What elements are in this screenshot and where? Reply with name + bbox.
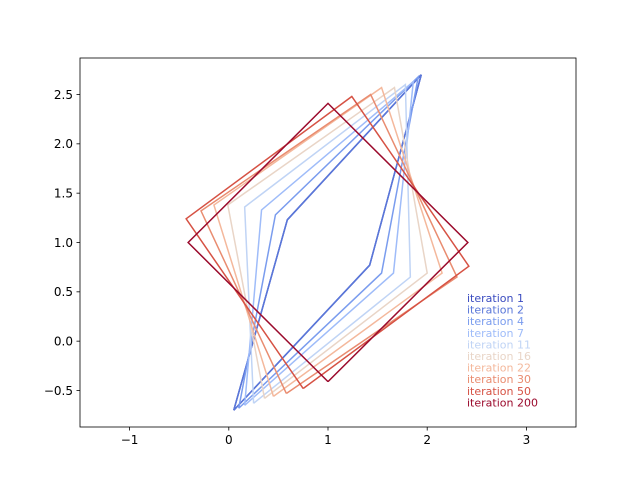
legend-entry: iteration 30 <box>467 373 531 386</box>
x-tick-label: 0 <box>225 433 233 447</box>
x-tick-label: 3 <box>523 433 531 447</box>
series-layer <box>185 74 470 411</box>
legend-entry: iteration 4 <box>467 315 524 328</box>
series-line-iteration-30 <box>200 93 458 395</box>
x-tick-label: −1 <box>121 433 139 447</box>
series-line-iteration-16 <box>226 86 429 399</box>
y-tick-label: 2.5 <box>54 88 73 102</box>
y-tick-label: 0.0 <box>54 334 73 348</box>
y-tick-label: 0.5 <box>54 285 73 299</box>
legend-entry: iteration 11 <box>467 338 531 351</box>
series-line-iteration-200 <box>187 102 469 383</box>
y-tick-label: 1.5 <box>54 186 73 200</box>
legend-entry: iteration 50 <box>467 385 531 398</box>
series-line-iteration-7 <box>243 79 415 406</box>
legend-entry: iteration 22 <box>467 362 531 375</box>
legend-entry: iteration 1 <box>467 292 524 305</box>
y-tick-label: 2.0 <box>54 137 73 151</box>
axis-layer: −1 0 1 2 3 −0.5 0.0 0.5 1.0 1.5 2.0 2.5 <box>44 88 530 447</box>
x-tick-label: 1 <box>324 433 332 447</box>
y-tick-label: 1.0 <box>54 236 73 250</box>
series-line-iteration-4 <box>237 74 420 409</box>
series-line-iteration-2 <box>233 74 422 411</box>
y-tick-label: −0.5 <box>44 384 73 398</box>
x-tick-label: 2 <box>423 433 431 447</box>
series-line-iteration-11 <box>243 83 412 404</box>
legend-entry: iteration 7 <box>467 327 524 340</box>
series-line-iteration-22 <box>213 86 443 398</box>
legend-entry: iteration 2 <box>467 304 524 317</box>
series-line-iteration-50 <box>185 95 470 390</box>
legend-entry: iteration 16 <box>467 350 531 363</box>
legend-entry: iteration 200 <box>467 396 538 409</box>
